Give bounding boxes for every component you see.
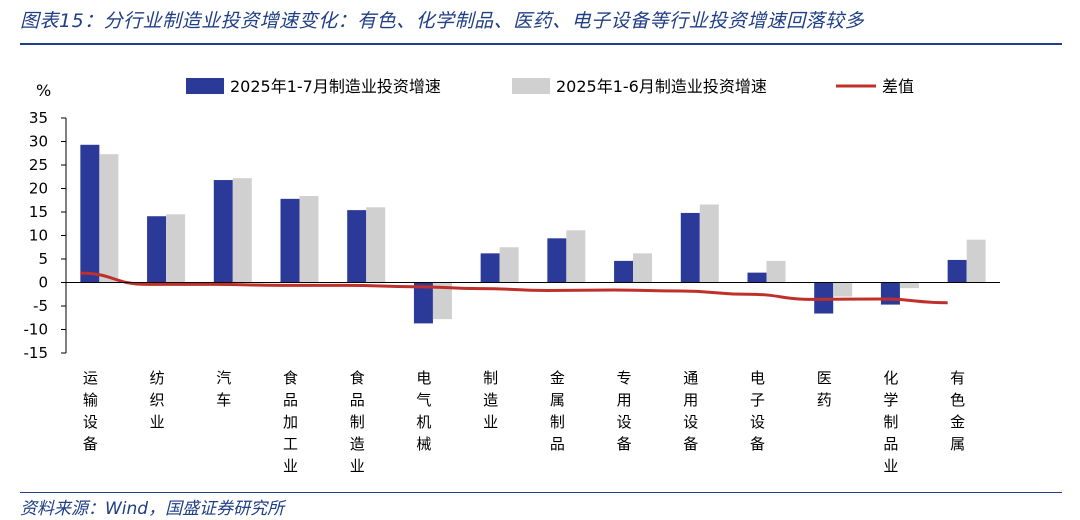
bar-jan-jul-8 [547,238,567,283]
legend: 2025年1-7月制造业投资增速 2025年1-6月制造业投资增速 差值 [186,77,914,96]
bar-jan-jun-2 [166,214,186,283]
y-tick-label: 5 [38,250,48,268]
chart: 2025年1-7月制造业投资增速 2025年1-6月制造业投资增速 差值 % 3… [24,77,1000,475]
bar-jan-jun-9 [633,253,653,283]
y-tick-label: 30 [29,133,48,151]
y-tick-label: 10 [29,227,48,245]
x-category-label-9: 专用设备 [617,369,632,453]
bar-jan-jun-1 [99,154,119,283]
bar-jan-jun-6 [432,282,452,320]
y-tick-label: 0 [38,274,48,292]
bar-jan-jul-11 [747,272,767,283]
diff-line-layer [80,271,948,305]
bar-jan-jun-4 [299,196,319,283]
x-category-label-1: 运输设备 [83,369,98,453]
bar-jan-jul-4 [280,198,300,283]
source-rule [20,492,1062,493]
x-category-label-4: 食品加工业 [283,369,298,475]
x-category-label-7: 制造业 [483,369,498,431]
x-category-label-3: 汽车 [216,369,231,409]
bar-jan-jul-1 [80,144,100,283]
y-tick-label: 20 [29,180,48,198]
y-tick-label: 25 [29,156,48,174]
y-tick-label: 15 [29,203,48,221]
x-category-label-5: 食品制造业 [350,369,365,475]
bar-jan-jun-13 [899,282,919,289]
y-tick-label: -5 [33,297,48,315]
x-category-label-14: 有色金属 [950,369,965,453]
y-tick-label: -15 [24,344,49,362]
y-tick-label: 35 [29,109,48,127]
y-unit-label: % [36,81,51,100]
bars [80,144,986,324]
bar-jan-jul-2 [147,216,167,283]
bar-jan-jul-5 [347,210,367,283]
x-category-label-8: 金属制品 [550,369,565,453]
bar-jan-jun-8 [566,230,586,283]
bar-jan-jun-10 [699,204,719,283]
source-note: 资料来源：Wind，国盛证券研究所 [20,499,285,519]
bar-jan-jun-11 [766,260,786,283]
bar-jan-jun-7 [499,247,519,283]
bar-jan-jul-10 [680,212,700,283]
x-category-label-10: 通用设备 [683,369,698,453]
bar-jan-jul-9 [614,260,634,283]
diff-line [80,271,948,305]
bar-jan-jun-5 [366,207,386,283]
bar-jan-jul-7 [480,253,500,283]
legend-label-series-2: 2025年1-6月制造业投资增速 [556,77,767,96]
bar-jan-jul-13 [880,282,900,305]
bar-jan-jun-14 [966,239,986,283]
category-labels: 运输设备 纺织业 汽车 食品加工业 食品制造业 电气机械 制造业 金属制品 专用设备 通用设备 电子… [83,369,965,475]
y-tick-label: -10 [24,321,49,339]
legend-swatch-series-1 [186,78,224,94]
legend-label-series-1: 2025年1-7月制造业投资增速 [230,77,441,96]
x-category-label-12: 医药 [817,369,832,409]
x-category-label-6: 电气机械 [416,369,431,453]
bar-jan-jul-14 [947,259,967,283]
x-category-label-13: 化学制品业 [883,369,898,475]
bar-jan-jun-12 [833,282,853,297]
figure-title: 图表15：分行业制造业投资增速变化：有色、化学制品、医药、电子设备等行业投资增速… [20,10,865,32]
bar-jan-jul-3 [213,180,233,283]
bar-jan-jun-3 [232,178,252,283]
title-rule [20,43,1062,45]
x-category-label-2: 纺织业 [150,369,165,431]
y-axis: 35 30 25 20 15 10 5 0 -5 -10 -15 [24,109,67,362]
legend-label-diff: 差值 [882,77,914,96]
x-category-label-11: 电子设备 [750,369,765,453]
legend-swatch-series-2 [512,78,550,94]
bar-jan-jul-6 [413,282,433,324]
